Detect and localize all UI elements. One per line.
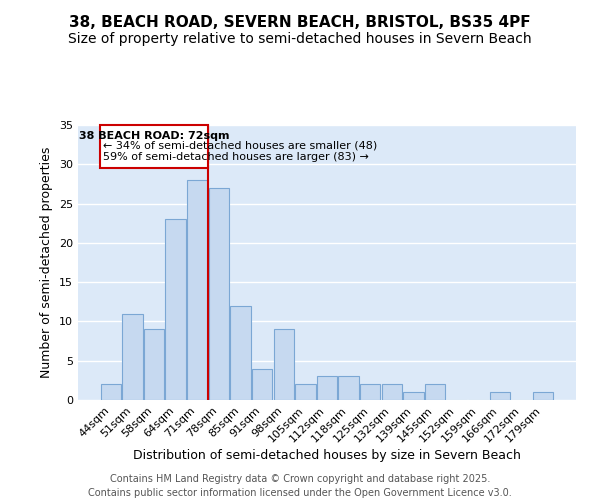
Text: Size of property relative to semi-detached houses in Severn Beach: Size of property relative to semi-detach… <box>68 32 532 46</box>
Bar <box>425 384 445 400</box>
Bar <box>187 180 208 400</box>
Bar <box>317 376 337 400</box>
Bar <box>274 330 294 400</box>
Bar <box>101 384 121 400</box>
Text: Contains HM Land Registry data © Crown copyright and database right 2025.
Contai: Contains HM Land Registry data © Crown c… <box>88 474 512 498</box>
FancyBboxPatch shape <box>100 125 208 168</box>
Bar <box>360 384 380 400</box>
Text: 59% of semi-detached houses are larger (83) →: 59% of semi-detached houses are larger (… <box>103 152 369 162</box>
Bar <box>122 314 143 400</box>
Text: 38 BEACH ROAD: 72sqm: 38 BEACH ROAD: 72sqm <box>79 130 229 140</box>
Bar <box>295 384 316 400</box>
Bar <box>252 368 272 400</box>
Bar <box>166 220 186 400</box>
Bar <box>230 306 251 400</box>
Bar <box>144 330 164 400</box>
Bar <box>338 376 359 400</box>
Bar <box>382 384 402 400</box>
X-axis label: Distribution of semi-detached houses by size in Severn Beach: Distribution of semi-detached houses by … <box>133 450 521 462</box>
Y-axis label: Number of semi-detached properties: Number of semi-detached properties <box>40 147 53 378</box>
Text: ← 34% of semi-detached houses are smaller (48): ← 34% of semi-detached houses are smalle… <box>103 140 377 150</box>
Bar <box>209 188 229 400</box>
Bar <box>490 392 510 400</box>
Bar <box>403 392 424 400</box>
Bar <box>533 392 553 400</box>
Text: 38, BEACH ROAD, SEVERN BEACH, BRISTOL, BS35 4PF: 38, BEACH ROAD, SEVERN BEACH, BRISTOL, B… <box>69 15 531 30</box>
